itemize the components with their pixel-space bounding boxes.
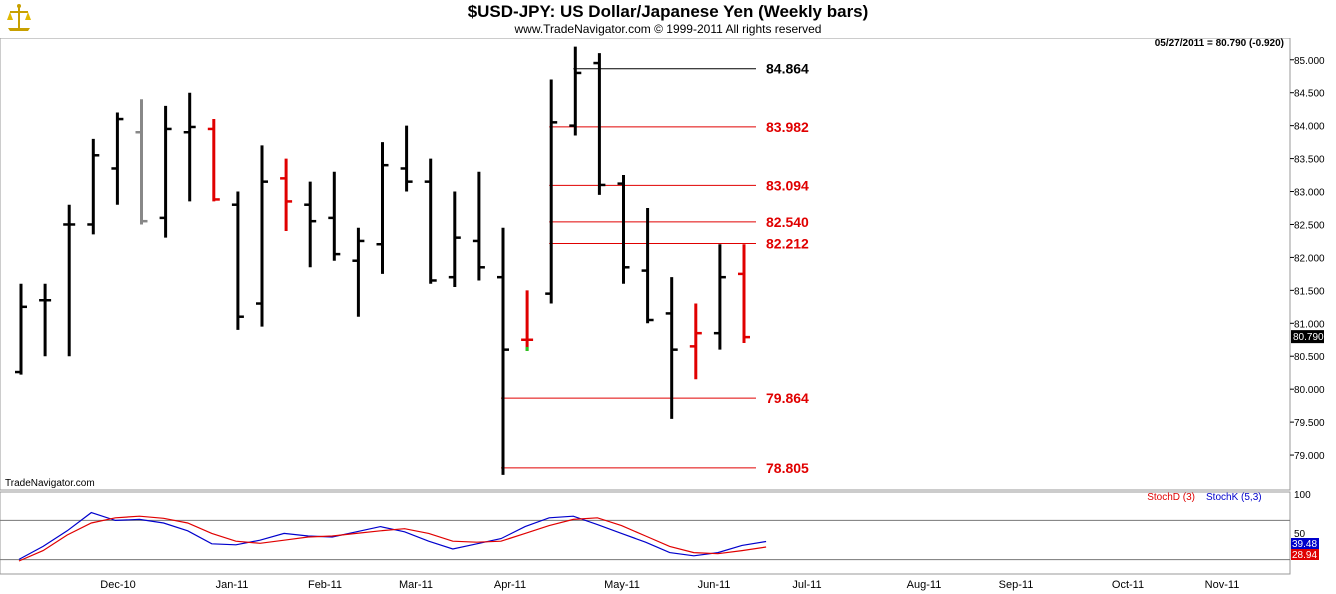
month-label: Jan-11 [216,579,249,591]
ohlc-bar [665,277,678,419]
month-label: Apr-11 [494,579,526,591]
y-tick-label: 80.500 [1294,352,1325,363]
y-tick-label: 83.500 [1294,155,1325,166]
last-bar-info: 05/27/2011 = 80.790 (-0.920) [1155,38,1284,49]
chart-copyright: www.TradeNavigator.com © 1999-2011 All r… [514,22,822,36]
osc-tick-50: 50 [1294,529,1306,540]
ohlc-bar [738,244,750,344]
ohlc-bar [135,99,148,225]
stochastic-lines [0,511,1290,562]
ohlc-bar [328,171,341,261]
ohlc-bar [497,227,509,475]
ohlc-bar [280,158,293,232]
ohlc-bar [521,290,534,351]
ohlc-bar [256,145,268,327]
ohlc-bar [111,112,124,205]
level-label: 79.864 [766,390,809,406]
stoch-k-badge [1291,538,1319,549]
level-label: 84.864 [766,61,809,77]
month-label: May-11 [604,579,640,591]
ohlc-bar [304,181,317,268]
ohlc-bar [207,119,220,202]
ohlc-bar [376,142,389,274]
y-tick-label: 83.000 [1294,188,1325,199]
time-axis: Dec-10 Jan-11 Feb-11 Mar-11 Apr-11 May-11 Jun-… [100,579,1239,591]
stoch-k-value: 39.48 [1292,539,1317,550]
ohlc-bar [63,204,76,357]
ohlc-bar [400,125,413,192]
price-axis: 85.000 84.500 84.000 83.500 83.000 82.500 82.0… [5,38,1325,489]
last-price-label: 80.790 [1293,332,1324,343]
month-label: Aug-11 [907,579,942,591]
trade-navigator-logo [4,2,34,34]
month-label: Jun-11 [698,579,731,591]
ohlc-bar [593,53,606,195]
month-label: Sep-11 [999,579,1034,591]
price-panel [0,37,1291,491]
chart-header: $USD-JPY: US Dollar/Japanese Yen (Weekly… [0,0,1336,38]
y-tick-label: 84.500 [1294,89,1325,100]
ohlc-bar [641,208,654,324]
stoch-d-value: 28.94 [1292,550,1317,561]
ohlc-bar [231,191,244,330]
osc-tick-100: 100 [1294,490,1311,501]
ohlc-bar [183,92,196,202]
y-tick-label: 81.500 [1294,286,1325,297]
ohlc-bar [689,303,702,380]
level-label: 83.094 [766,177,809,193]
ohlc-bar [545,79,558,304]
y-tick-label: 82.000 [1294,253,1325,264]
ohlc-bar [448,191,461,288]
level-label: 82.212 [766,235,809,251]
ohlc-bar [617,175,630,284]
ohlc-bar [424,158,437,284]
y-tick-label: 79.500 [1294,418,1325,429]
watermark-label: TradeNavigator.com [5,478,95,489]
month-label: Feb-11 [308,579,342,591]
ohlc-bar [352,227,365,317]
month-label: Jul-11 [792,579,821,591]
price-levels: 84.864 83.982 83.094 82.540 82.212 79.864 78.8… [501,61,809,476]
ohlc-bar [159,105,172,238]
ohlc-bar [15,283,27,375]
level-label: 82.540 [766,214,809,230]
oscillator-panel [0,491,1291,575]
ohlc-bar [713,244,726,350]
month-label: Dec-10 [100,579,135,591]
y-tick-label: 79.000 [1294,451,1325,462]
last-price-badge [1291,330,1324,344]
ohlc-bar [87,138,100,235]
ohlc-bar [472,171,485,281]
stoch-d-legend: StochD (3) [1147,492,1195,503]
stoch-d-badge [1291,549,1319,560]
y-tick-label: 80.000 [1294,385,1325,396]
month-label: Nov-11 [1205,579,1240,591]
y-tick-label: 82.500 [1294,220,1325,231]
chart-title: $USD-JPY: US Dollar/Japanese Yen (Weekly… [467,2,869,21]
y-tick-label: 84.000 [1294,122,1325,133]
month-label: Oct-11 [1112,579,1144,591]
ohlc-bar [39,283,52,357]
stoch-d-line [18,515,767,562]
level-label: 83.982 [766,119,809,135]
y-tick-label: 81.000 [1294,319,1325,330]
y-tick-label: 85.000 [1294,56,1325,67]
level-label: 78.805 [766,460,809,476]
month-label: Mar-11 [399,579,433,591]
ohlc-bar [569,46,582,136]
stoch-k-legend: StochK (5,3) [1206,492,1262,503]
price-bars [15,46,750,475]
